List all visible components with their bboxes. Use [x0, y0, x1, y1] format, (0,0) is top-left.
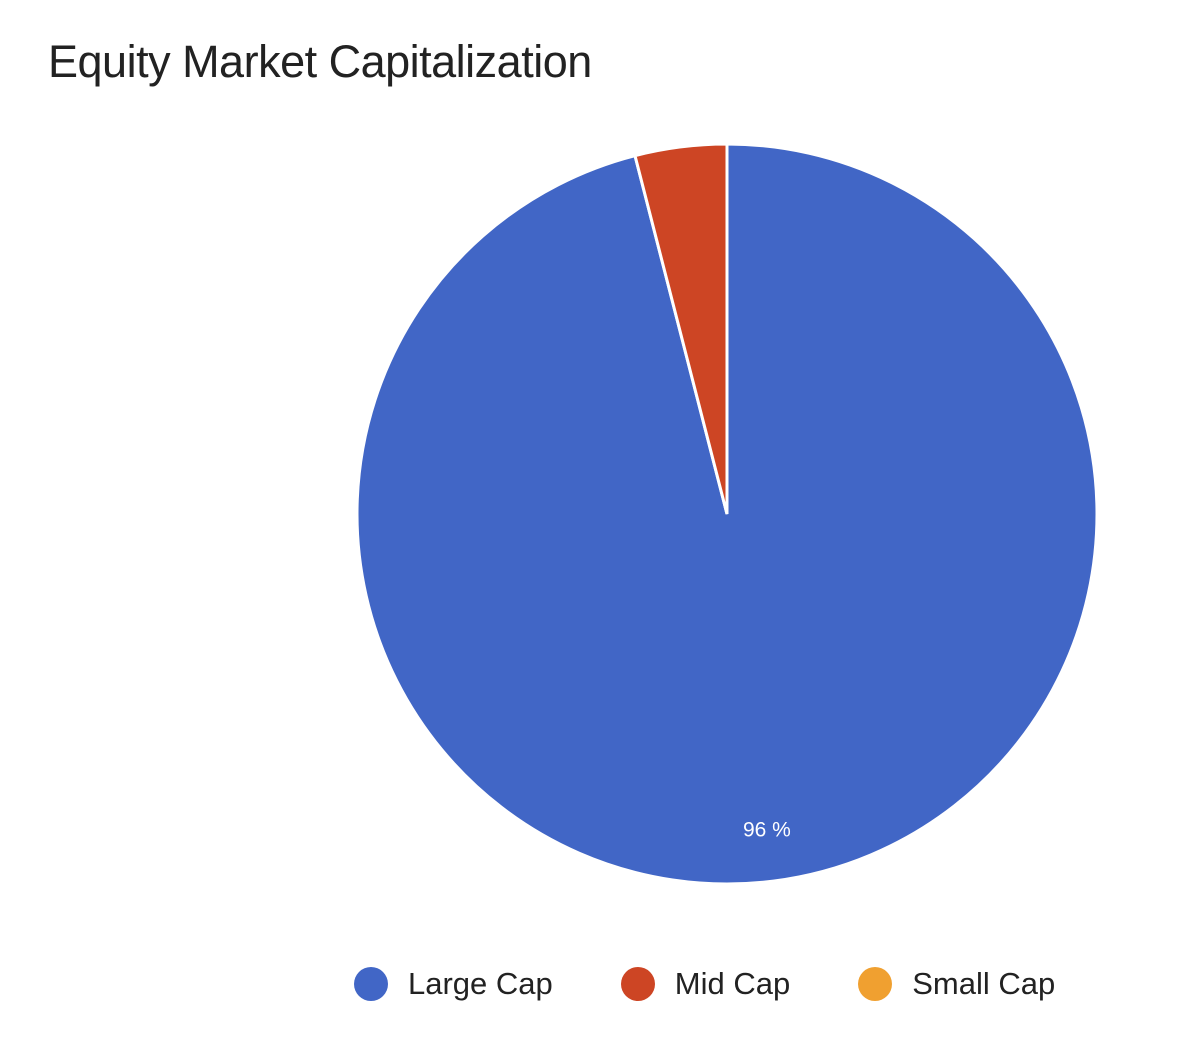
- legend: Large Cap Mid Cap Small Cap: [354, 962, 1055, 1006]
- legend-item-small-cap[interactable]: Small Cap: [858, 966, 1055, 1002]
- pie-slice-mid-cap[interactable]: [633, 142, 729, 515]
- legend-item-large-cap[interactable]: Large Cap: [354, 966, 553, 1002]
- chart-title: Equity Market Capitalization: [48, 36, 592, 87]
- slice-data-label: 96 %: [743, 819, 791, 842]
- legend-marker-mid-cap: [620, 967, 655, 1001]
- legend-item-mid-cap[interactable]: Mid Cap: [620, 966, 791, 1002]
- legend-label: Large Cap: [408, 966, 553, 1001]
- legend-label: Small Cap: [912, 966, 1056, 1001]
- legend-marker-small-cap: [858, 967, 893, 1001]
- legend-marker-large-cap: [354, 967, 388, 1001]
- legend-label: Mid Cap: [674, 966, 791, 1001]
